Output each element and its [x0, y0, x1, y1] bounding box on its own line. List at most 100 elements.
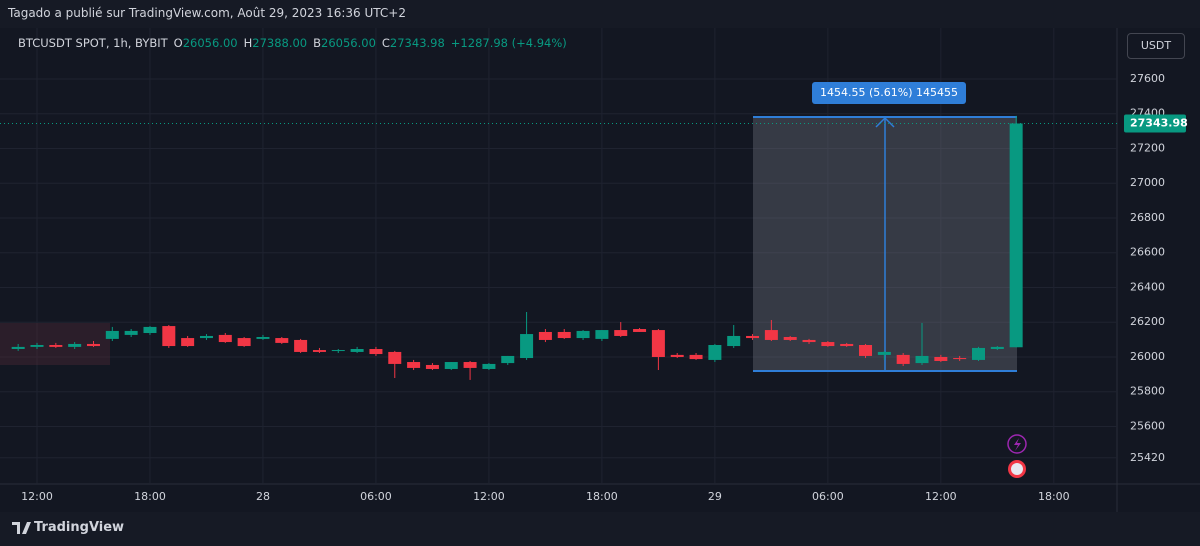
y-tick-label: 25600: [1130, 419, 1165, 432]
candle-body: [614, 330, 628, 336]
x-tick-label: 12:00: [473, 490, 505, 503]
candles: [11, 115, 1023, 380]
candle-body: [651, 330, 665, 357]
candle-body: [256, 337, 270, 339]
candle-body: [199, 335, 213, 339]
measure-arrow-head: [875, 116, 895, 128]
candle-body: [934, 356, 948, 361]
ohlc-key: H: [243, 36, 253, 50]
x-tick-label: 06:00: [812, 490, 844, 503]
candle-body: [11, 346, 25, 349]
y-tick-label: 26800: [1130, 211, 1165, 224]
candle-body: [181, 338, 195, 347]
y-tick-label: 26000: [1130, 350, 1165, 363]
candle-body: [764, 330, 778, 340]
candle-body: [30, 345, 44, 347]
grid: [0, 28, 1117, 484]
candle-body: [840, 343, 854, 347]
candle-body: [425, 364, 439, 369]
ohlc-key: O: [173, 36, 183, 50]
candle-body: [1009, 123, 1023, 348]
candle-body: [275, 338, 289, 343]
candle-body: [520, 334, 534, 359]
x-tick-label: 12:00: [925, 490, 957, 503]
measure-label: 1454.55 (5.61%) 145455: [812, 82, 966, 104]
candle-body: [143, 326, 157, 334]
candle-body: [783, 337, 797, 340]
attribution: Tagado a publié sur TradingView.com, Aoû…: [8, 6, 406, 20]
chart-panel: [0, 28, 1200, 512]
candle-body: [727, 335, 741, 347]
ohlc-key: B: [313, 36, 322, 50]
candle-body: [821, 342, 835, 347]
candle-body: [915, 355, 929, 364]
x-tick-label: 18:00: [586, 490, 618, 503]
y-tick-label: 26200: [1130, 315, 1165, 328]
candle-body: [689, 354, 703, 360]
ohlc-value: 26056.00: [182, 36, 238, 50]
candle-body: [294, 339, 308, 352]
candle-body: [124, 330, 138, 335]
x-tick-label: 28: [256, 490, 270, 503]
candle-body: [331, 350, 345, 352]
candle-body: [369, 348, 383, 355]
candle-body: [68, 343, 82, 347]
candle-body: [896, 354, 910, 364]
event-bolt: [1014, 438, 1021, 451]
y-tick-label: 27600: [1130, 72, 1165, 85]
currency-button[interactable]: USDT: [1127, 33, 1185, 59]
candle-body: [633, 329, 647, 332]
y-tick-label: 25800: [1130, 385, 1165, 398]
candle-body: [218, 334, 232, 343]
candle-body: [557, 331, 571, 339]
x-tick-label: 12:00: [21, 490, 53, 503]
candle-body: [708, 345, 722, 360]
candle-body: [463, 362, 477, 368]
candle-body: [312, 350, 326, 352]
y-tick-label: 26400: [1130, 280, 1165, 293]
candle-body: [49, 345, 63, 347]
candle-body: [953, 358, 967, 360]
change: +1287.98 (+4.94%): [450, 36, 567, 50]
candle-body: [350, 348, 364, 352]
last-price-tag-bg: [1124, 114, 1186, 133]
candle-body: [746, 335, 760, 339]
brand: TradingView: [34, 520, 125, 535]
candle-body: [105, 330, 119, 339]
candle-body: [162, 326, 176, 347]
y-tick-label: 25420: [1130, 451, 1165, 464]
ohlc-key: C: [381, 36, 390, 50]
brand-logo: [12, 522, 31, 534]
x-tick-label: 18:00: [1038, 490, 1070, 503]
candle-body: [407, 362, 421, 368]
candle-body: [802, 339, 816, 343]
candle-body: [444, 362, 458, 369]
candle-body: [237, 338, 251, 347]
y-tick-label: 26600: [1130, 246, 1165, 259]
candle-body: [501, 355, 515, 364]
candle-body: [576, 330, 590, 339]
x-tick-label: 29: [708, 490, 722, 503]
symbol: BTCUSDT SPOT, 1h, BYBIT: [18, 36, 168, 50]
y-tick-label: 27000: [1130, 176, 1165, 189]
candle-body: [877, 351, 891, 355]
ohlc-value: 27343.98: [389, 36, 445, 50]
event-icon: [1007, 434, 1027, 454]
legend: BTCUSDT SPOT, 1h, BYBIT O26056.00 H27388.0…: [18, 36, 573, 50]
ohlc-value: 27388.00: [252, 36, 308, 50]
candle-body: [595, 330, 609, 339]
candle-body: [388, 351, 402, 364]
candle-body: [670, 354, 684, 357]
candle-body: [859, 345, 873, 356]
y-tick-label: 27200: [1130, 141, 1165, 154]
x-tick-label: 18:00: [134, 490, 166, 503]
candle-body: [86, 343, 100, 347]
candle-body: [482, 363, 496, 369]
candle-body: [972, 347, 985, 360]
flag-inner: [1011, 463, 1023, 475]
x-tick-label: 06:00: [360, 490, 392, 503]
ohlc-value: 26056.00: [321, 36, 376, 50]
candle-body: [990, 346, 1004, 349]
